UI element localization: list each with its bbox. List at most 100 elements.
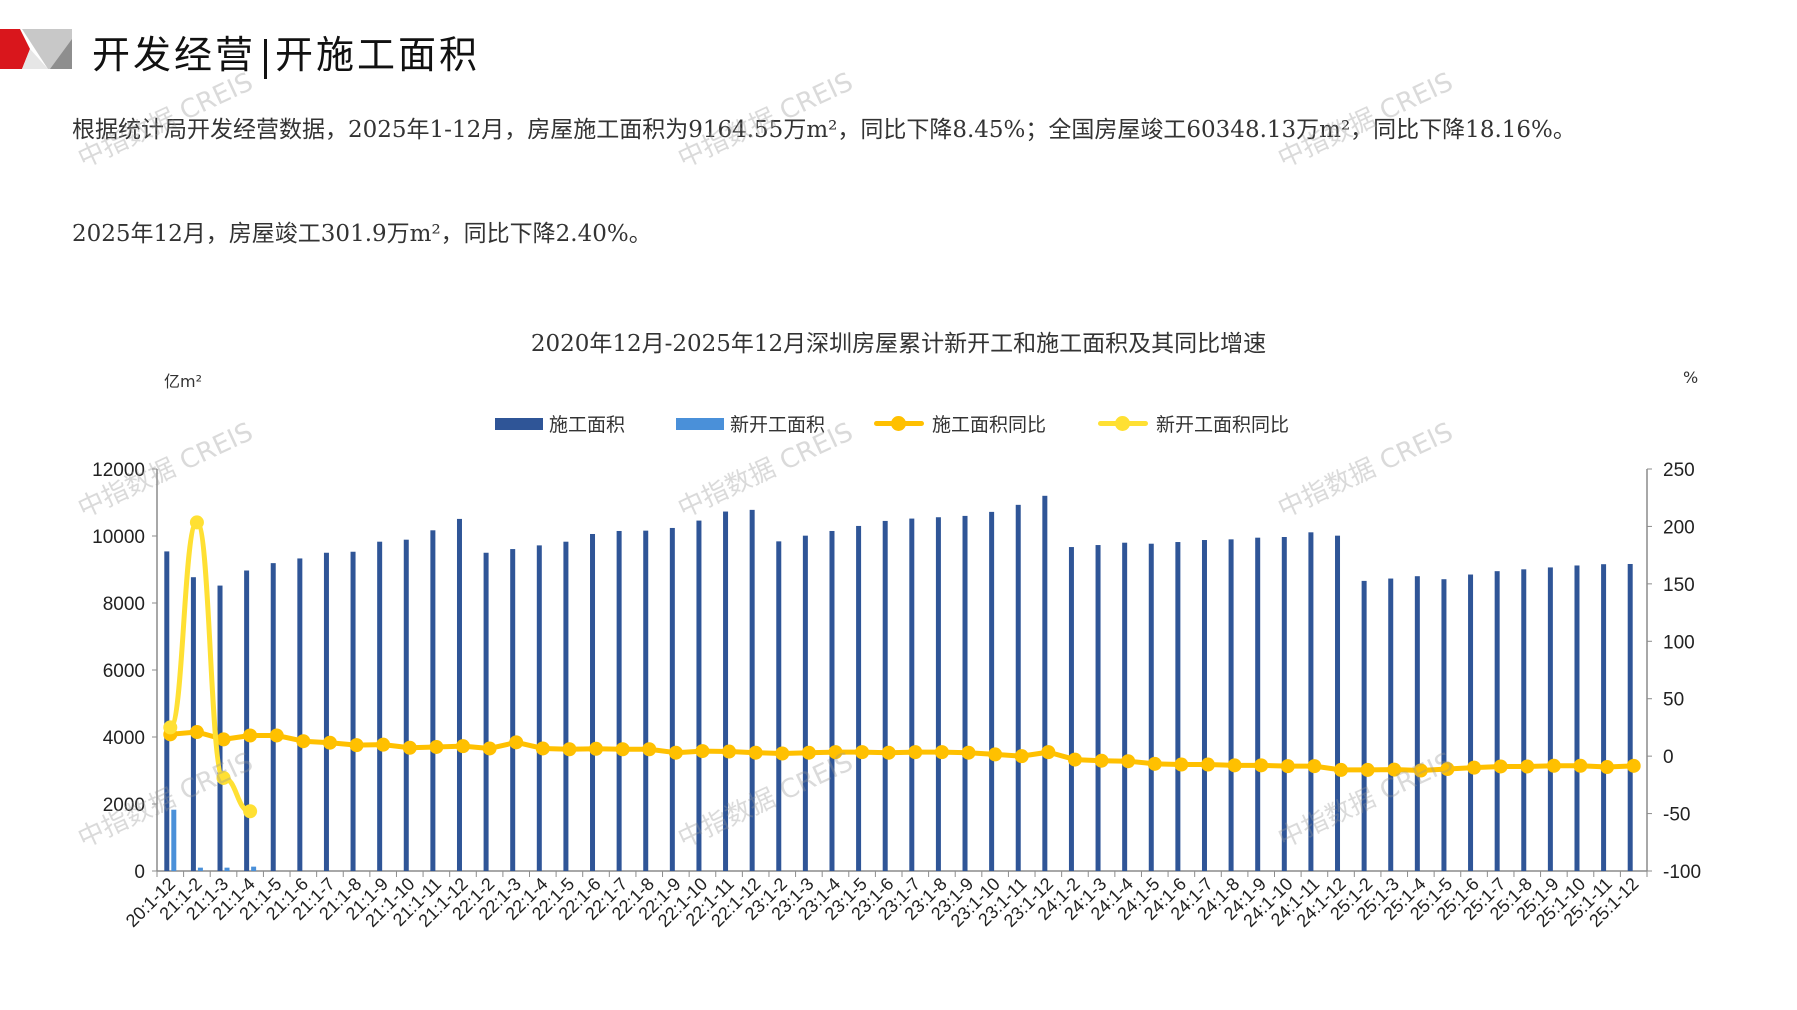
point-construction-yoy bbox=[775, 746, 790, 761]
legend-swatch-construction bbox=[495, 417, 543, 430]
bar-construction-area bbox=[962, 515, 968, 871]
point-construction-yoy bbox=[1254, 758, 1269, 773]
bar-construction-area bbox=[1468, 574, 1474, 871]
bar-construction-area bbox=[590, 533, 596, 871]
bar-construction-area bbox=[536, 545, 542, 871]
bar-construction-area bbox=[1122, 542, 1128, 871]
point-construction-yoy bbox=[482, 741, 497, 756]
point-construction-yoy bbox=[1600, 760, 1615, 775]
point-construction-yoy bbox=[1227, 758, 1242, 773]
point-construction-yoy bbox=[562, 742, 577, 757]
point-construction-yoy bbox=[1413, 763, 1428, 778]
bar-construction-area bbox=[483, 552, 489, 871]
point-construction-yoy bbox=[1467, 760, 1482, 775]
point-construction-yoy bbox=[855, 745, 870, 760]
point-new-start-yoy bbox=[243, 804, 258, 819]
left-axis-tick-label: 6000 bbox=[103, 661, 145, 682]
point-new-start-yoy bbox=[216, 770, 231, 785]
title-divider bbox=[264, 38, 268, 79]
bar-construction-area bbox=[802, 535, 808, 871]
brand-logo bbox=[0, 29, 72, 69]
legend-label: 施工面积 bbox=[549, 414, 626, 436]
bar-construction-area bbox=[616, 530, 622, 871]
bar-construction-area bbox=[297, 558, 303, 871]
legend-label: 新开工面积同比 bbox=[1156, 414, 1290, 436]
left-axis-tick-label: 0 bbox=[134, 862, 145, 883]
bar-construction-area bbox=[935, 517, 941, 871]
bar-construction-area bbox=[723, 511, 729, 871]
point-construction-yoy bbox=[1067, 752, 1082, 767]
bar-construction-area bbox=[1175, 542, 1181, 871]
line-new-start-yoy bbox=[167, 519, 253, 814]
bar-new-start-area bbox=[171, 809, 177, 871]
legend-swatch-new-start bbox=[676, 417, 724, 430]
point-construction-yoy bbox=[1440, 762, 1455, 777]
bar-construction-area bbox=[1494, 571, 1500, 871]
point-construction-yoy bbox=[322, 735, 337, 750]
bar-construction-area bbox=[829, 530, 835, 871]
right-axis-unit: % bbox=[1683, 368, 1699, 387]
point-construction-yoy bbox=[828, 745, 843, 760]
bar-construction-area bbox=[669, 527, 675, 871]
bar-construction-area bbox=[190, 577, 196, 871]
bar-construction-area bbox=[377, 541, 383, 871]
point-construction-yoy bbox=[1546, 758, 1561, 773]
point-construction-yoy bbox=[429, 739, 444, 754]
legend-label: 施工面积同比 bbox=[932, 414, 1047, 436]
bar-construction-area bbox=[1574, 565, 1580, 871]
bar-construction-area bbox=[856, 525, 862, 871]
legend-swatch-new-start-yoy bbox=[1098, 416, 1148, 431]
right-axis-tick-label: 150 bbox=[1663, 575, 1695, 596]
right-axis-tick-label: 0 bbox=[1663, 747, 1674, 768]
bar-construction-area bbox=[1414, 576, 1420, 871]
point-construction-yoy bbox=[642, 742, 657, 757]
bar-construction-area bbox=[1547, 567, 1553, 871]
point-construction-yoy bbox=[1493, 759, 1508, 774]
bar-construction-area bbox=[643, 530, 649, 871]
right-axis-tick-label: -50 bbox=[1663, 805, 1690, 826]
right-axis-tick-label: 100 bbox=[1663, 632, 1695, 653]
point-construction-yoy bbox=[216, 732, 231, 747]
bar-construction-area bbox=[1148, 543, 1154, 871]
point-construction-yoy bbox=[1626, 758, 1641, 773]
legend-swatch-construction-yoy bbox=[874, 416, 924, 431]
bar-construction-area bbox=[989, 511, 995, 871]
bar-construction-area bbox=[1042, 495, 1048, 871]
page-title: 开发经营 开施工面积 bbox=[92, 24, 480, 79]
point-construction-yoy bbox=[1174, 757, 1189, 772]
bar-construction-area bbox=[164, 551, 170, 871]
bar-construction-area bbox=[1335, 535, 1341, 871]
point-construction-yoy bbox=[349, 738, 364, 753]
bar-construction-area bbox=[403, 539, 409, 871]
legend-item-construction: 施工面积 bbox=[495, 410, 625, 437]
point-construction-yoy bbox=[1387, 762, 1402, 777]
point-construction-yoy bbox=[1200, 757, 1215, 772]
bar-construction-area bbox=[696, 520, 702, 871]
bar-construction-area bbox=[909, 518, 915, 871]
point-new-start-yoy bbox=[163, 720, 178, 735]
bar-construction-area bbox=[563, 541, 569, 871]
point-construction-yoy bbox=[1573, 758, 1588, 773]
point-construction-yoy bbox=[881, 745, 896, 760]
bar-construction-area bbox=[350, 551, 356, 871]
point-construction-yoy bbox=[801, 745, 816, 760]
bar-construction-area bbox=[882, 520, 888, 871]
bar-construction-area bbox=[749, 509, 755, 871]
point-construction-yoy bbox=[1307, 759, 1322, 774]
bar-construction-area bbox=[430, 530, 436, 871]
bar-construction-area bbox=[1441, 579, 1447, 871]
left-axis-tick-label: 10000 bbox=[92, 527, 145, 548]
bar-construction-area bbox=[1308, 532, 1314, 871]
point-construction-yoy bbox=[269, 728, 284, 743]
bar-construction-area bbox=[1015, 504, 1021, 871]
monthly-paragraph: 2025年12月，房屋竣工301.9万m²，同比下降2.40%。 bbox=[72, 221, 652, 247]
right-axis-tick-label: 250 bbox=[1663, 460, 1695, 481]
left-axis-tick-label: 8000 bbox=[103, 594, 145, 615]
point-construction-yoy bbox=[296, 734, 311, 749]
left-axis-unit: 亿m² bbox=[164, 372, 203, 391]
right-axis-tick-label: -100 bbox=[1663, 862, 1701, 883]
bar-construction-area bbox=[1228, 539, 1234, 871]
left-axis-tick-label: 2000 bbox=[103, 795, 145, 816]
legend-item-new-start: 新开工面积 bbox=[676, 410, 825, 437]
